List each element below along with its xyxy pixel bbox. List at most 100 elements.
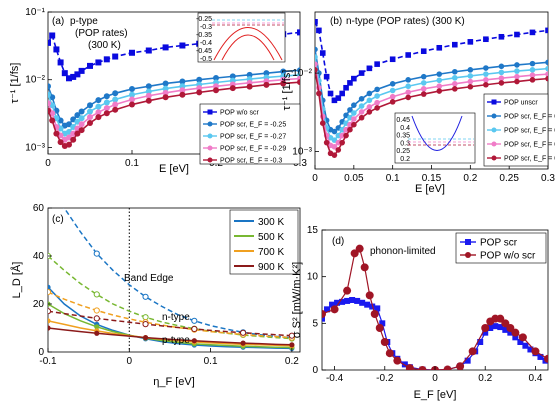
y-tick-label: 10⁻² (292, 68, 312, 79)
data-point (145, 83, 152, 90)
x-tick-label: 0.1 (204, 356, 218, 367)
inset-tick-label: 0.35 (396, 133, 410, 140)
data-point (354, 297, 361, 304)
data-point (501, 319, 510, 328)
data-point (343, 132, 349, 139)
data-point (316, 90, 322, 97)
data-point (322, 315, 325, 322)
panel-b-annotation: n-type (POP rates) (300 K) (346, 16, 465, 27)
legend-marker (491, 155, 497, 161)
data-point (94, 324, 100, 330)
data-point (358, 109, 365, 115)
data-point (385, 349, 394, 358)
x-tick-label: 0.25 (499, 173, 519, 184)
data-point (93, 291, 100, 298)
legend-box (455, 232, 547, 264)
data-point (49, 32, 56, 39)
legend-box (199, 103, 301, 165)
data-point (95, 97, 102, 104)
data-point (374, 86, 380, 93)
legend-label: POP w/o scr (480, 251, 536, 262)
data-point (129, 96, 135, 103)
data-point (483, 65, 489, 71)
data-point (355, 244, 364, 253)
inset-tick-label: -0.4 (200, 40, 212, 47)
data-point (315, 19, 318, 25)
data-point (366, 104, 373, 110)
data-point (48, 83, 51, 90)
x-tick-label: 0.3 (541, 173, 555, 184)
legend-marker (465, 239, 471, 245)
data-point (196, 85, 203, 92)
data-point (327, 90, 334, 97)
legend-label: 300 K (258, 217, 284, 228)
data-point (389, 56, 396, 63)
data-point (196, 89, 203, 96)
legend-marker (207, 145, 213, 151)
data-point (452, 75, 458, 81)
data-point (53, 130, 60, 137)
data-point (162, 89, 169, 96)
panel-d-annotation: phonon-limited (370, 246, 436, 257)
data-point (61, 70, 68, 77)
data-point (436, 44, 443, 51)
data-point (389, 93, 396, 100)
x-tick-label: 0.1 (386, 173, 400, 184)
data-point (297, 79, 300, 86)
legend-marker (207, 157, 213, 163)
panel-c-legend: 300 K 500 K 700 K 900 K (229, 209, 299, 275)
data-point (229, 85, 236, 92)
data-point (70, 136, 77, 143)
data-point (529, 67, 536, 73)
data-point (48, 284, 51, 290)
panel-d-ylabel: σ S² [mW/m·K²] (291, 262, 303, 338)
data-point (350, 249, 359, 258)
series-line-6 (48, 291, 292, 339)
data-point (263, 70, 270, 77)
data-point (324, 306, 331, 313)
data-point (48, 100, 51, 107)
data-point (339, 126, 345, 133)
data-point (74, 71, 81, 78)
data-point (45, 181, 50, 186)
series-line-3 (48, 327, 292, 346)
data-point (103, 56, 110, 63)
data-point (456, 362, 465, 370)
data-point (351, 110, 357, 116)
data-point (366, 109, 373, 115)
x-tick-label: 0 (127, 356, 133, 367)
data-point (351, 75, 357, 82)
series-line-0 (48, 286, 292, 350)
data-point (375, 324, 384, 332)
data-point (179, 78, 186, 85)
inset-tick-label: 0.25 (396, 148, 410, 155)
data-point (477, 339, 484, 345)
legend-label: POP scr, E_F = -0.27 (220, 134, 286, 141)
legend-label: POP scr (480, 238, 518, 249)
legend-label: POP scr, E_F = 0.27 (504, 128, 555, 135)
data-point (436, 71, 443, 77)
data-point (70, 130, 77, 137)
data-point (74, 112, 81, 119)
data-point (103, 110, 110, 117)
data-point (112, 53, 119, 60)
data-point (467, 67, 474, 73)
data-point (87, 119, 93, 126)
data-point (370, 310, 379, 318)
data-point (420, 86, 427, 92)
data-point (436, 83, 443, 90)
inset-tick-label: -0.3 (200, 24, 212, 31)
data-point (389, 99, 396, 105)
y-tick-label: 10⁻³ (292, 147, 312, 158)
x-tick-label: 0.05 (344, 173, 364, 184)
data-point (48, 325, 51, 331)
data-point (339, 132, 345, 139)
legend-label: POP scr, E_F = 0.25 (504, 114, 555, 121)
inset-tick-label: 0.3 (400, 140, 410, 147)
data-point (343, 126, 349, 133)
data-point (246, 71, 253, 78)
data-point (74, 130, 81, 137)
data-point (512, 334, 519, 341)
panel-c-xlabel: η_F [eV] (153, 376, 195, 388)
